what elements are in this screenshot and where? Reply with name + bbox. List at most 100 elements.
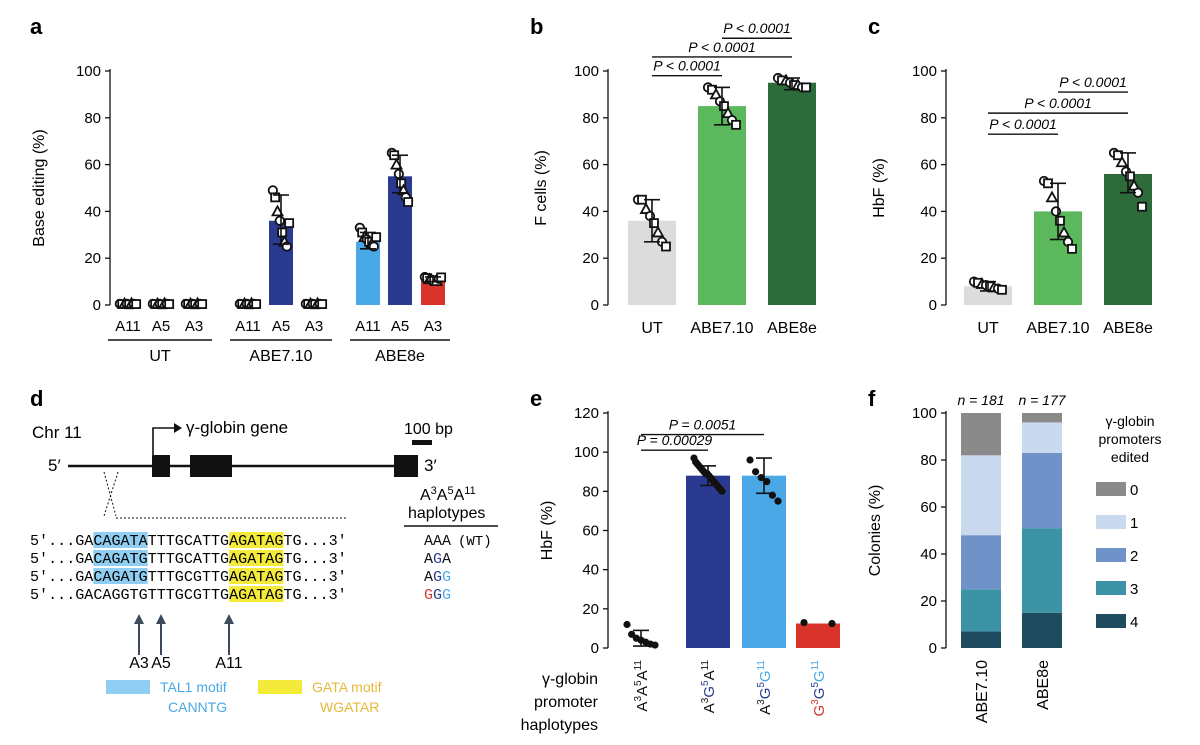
seq-highlight-tal — [93, 550, 148, 566]
seq-wt-label: (WT) — [458, 534, 492, 550]
a-x-tick-label: A11 — [235, 318, 261, 335]
c-point — [1045, 190, 1059, 203]
e-point — [774, 497, 782, 505]
c-point — [1125, 171, 1135, 182]
a-point — [131, 299, 142, 309]
f-y-axis-label: Colonies (%) — [867, 485, 884, 577]
f-y-tick-label: 100 — [912, 405, 937, 422]
e-x-tick-label: A3A5A11 — [633, 660, 651, 712]
seq-highlight-gata — [229, 532, 284, 548]
f-stacked-segment — [961, 413, 1001, 456]
f-legend-label: 3 — [1130, 581, 1138, 598]
e-point — [763, 477, 771, 486]
e-x-tick-label: A3G5G11 — [756, 660, 774, 715]
f-stacked-segment — [961, 455, 1001, 536]
c-y-tick-label: 40 — [920, 203, 937, 220]
c-p-value: P < 0.0001 — [1024, 95, 1092, 111]
e-p-value: P = 0.0051 — [669, 417, 737, 433]
b-p-value: P < 0.0001 — [688, 39, 756, 55]
b-point — [801, 82, 811, 93]
c-p-value: P < 0.0001 — [989, 116, 1057, 132]
panel-a-chart: 0 20 40 60 80 100 Base editing (%) A11 A5 A3 A11 A5… — [31, 63, 450, 365]
seq-haplotype: AGA — [424, 551, 451, 568]
c-bar — [1104, 173, 1152, 305]
b-point — [649, 218, 659, 229]
f-y-tick-label: 0 — [929, 640, 937, 657]
f-legend-swatch — [1096, 581, 1126, 595]
e-x-axis-label: γ-globin — [542, 671, 598, 688]
f-legend-title: promoters — [1098, 431, 1161, 447]
haplotype-header: A3A5A11 — [420, 485, 476, 504]
seq-highlight-gata — [229, 568, 284, 584]
tal1-seq: CANNTG — [168, 699, 227, 715]
seq-segment-mid: TTTGCATTG — [148, 533, 229, 550]
a-point — [284, 218, 295, 229]
e-point — [800, 618, 808, 627]
seq-segment-suffix: TG...3′ — [283, 569, 346, 586]
seq-segment-gata: AGATAG — [229, 587, 283, 604]
edit-site-arrows: A3 A5 A11 — [129, 614, 243, 672]
c-y-tick-label: 0 — [929, 297, 937, 314]
f-y-tick-label: 60 — [920, 499, 937, 516]
seq-segment-tal: CAGATG — [93, 569, 147, 586]
c-point — [1055, 215, 1065, 226]
gata-swatch — [258, 680, 302, 694]
panel-letter-c: c — [868, 14, 880, 39]
seq-highlight-tal — [93, 568, 148, 584]
e-x-tick-label: G3G5G11 — [810, 660, 828, 717]
e-point — [752, 468, 760, 476]
e-y-tick-label: 80 — [582, 483, 599, 500]
f-legend-label: 4 — [1130, 614, 1138, 631]
panel-letter-f: f — [868, 386, 876, 411]
e-point — [746, 456, 754, 464]
b-y-tick-label: 40 — [582, 203, 599, 220]
f-n-label: n = 177 — [1018, 392, 1066, 408]
panel-d-schematic: Chr 11 5′ 3′ γ-globin gene 100 bp A3A5 A1… — [30, 418, 498, 715]
gata-label: GATA motif — [312, 679, 382, 695]
zoom-line-left — [103, 471, 117, 517]
haplotype-header-2: haplotypes — [408, 505, 485, 522]
e-x-tick-label: A3G5A11 — [700, 660, 718, 714]
b-y-tick-label: 80 — [582, 110, 599, 127]
sequence-rows: 5′...GA CAGATA TTTGCATTG AGATAG TG...3′ AAA (W… — [30, 532, 492, 604]
a-x-tick-label: A3 — [305, 318, 323, 335]
e-point — [718, 487, 726, 495]
f-stacked-segment — [1022, 413, 1062, 423]
a-point — [270, 192, 281, 203]
edit-site-arrow-head — [134, 614, 144, 624]
seq-segment-suffix: TG...3′ — [283, 533, 346, 550]
edit-site-label: A3 — [129, 655, 149, 672]
a-y-tick-label: 20 — [84, 250, 101, 267]
f-stacked-segment — [1022, 612, 1062, 648]
a-point — [164, 299, 175, 309]
e-p-value: P = 0.00029 — [637, 432, 713, 448]
seq-segment-gata: AGATAG — [229, 551, 283, 568]
seq-segment-prefix: 5′...GA — [30, 551, 93, 568]
e-y-tick-label: 20 — [582, 601, 599, 618]
panel-letter-d: d — [30, 386, 43, 411]
a-x-tick-label: A3 — [185, 318, 203, 335]
b-y-tick-label: 0 — [591, 297, 599, 314]
e-bar — [686, 475, 730, 648]
gene-label: γ-globin gene — [186, 418, 288, 437]
b-x-tick-label: ABE7.10 — [690, 320, 753, 337]
e-x-axis-label: haplotypes — [521, 717, 598, 734]
a-x-tick-label: A11 — [355, 318, 381, 335]
a-point — [251, 299, 262, 309]
seq-highlight-gata — [229, 586, 284, 602]
b-p-value: P < 0.0001 — [653, 58, 721, 74]
f-legend-swatch — [1096, 515, 1126, 529]
e-x-axis-label: promoter — [534, 694, 599, 711]
a-x-tick-label: A3 — [424, 318, 442, 335]
exon-1 — [152, 455, 170, 477]
a-point — [317, 299, 328, 309]
five-prime-label: 5′ — [48, 456, 61, 475]
panel-c-chart: 0 20 40 60 80 100 HbF (%) UT ABE7.10 ABE8e P < 0.0… — [871, 63, 1153, 337]
e-y-tick-label: 60 — [582, 523, 599, 540]
c-y-tick-label: 100 — [912, 63, 937, 80]
three-prime-label: 3′ — [424, 456, 437, 475]
a-y-tick-label: 80 — [84, 110, 101, 127]
c-point — [1113, 150, 1123, 161]
seq-segment-suffix: TG...3′ — [283, 551, 346, 568]
